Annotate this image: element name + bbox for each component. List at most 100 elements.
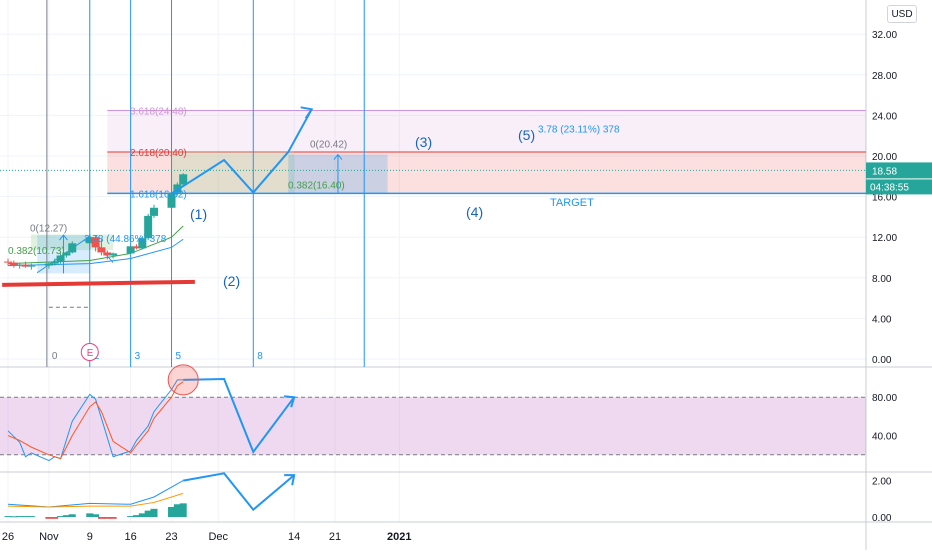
macd-tick-label: 2.00 bbox=[872, 477, 892, 488]
macd-histogram-bar bbox=[62, 515, 70, 517]
candle-body bbox=[62, 252, 71, 256]
price-tick-label: 28.00 bbox=[872, 71, 897, 82]
elliott-wave-projection bbox=[170, 108, 313, 195]
price-tick-label: 12.00 bbox=[872, 233, 897, 244]
time-marker-label: 5 bbox=[176, 351, 182, 362]
candle bbox=[15, 262, 24, 269]
macd-histogram-bar bbox=[179, 503, 187, 517]
support-line bbox=[2, 279, 195, 287]
macd-histogram-bar bbox=[4, 516, 12, 518]
price-tick-label: 24.00 bbox=[872, 111, 897, 122]
candle bbox=[50, 258, 59, 266]
oscillator-tick-label: 80.00 bbox=[872, 393, 897, 404]
candle-body bbox=[21, 264, 30, 267]
fib-label: 1.618(16.32) bbox=[130, 189, 187, 200]
time-tick-label: 16 bbox=[125, 531, 137, 543]
currency-button[interactable]: USD bbox=[887, 5, 917, 23]
fib-label: 0(12.27) bbox=[30, 223, 67, 234]
price-tick-label: 32.00 bbox=[872, 30, 897, 41]
candle-body bbox=[56, 255, 65, 262]
fib-label: 2.618(20.40) bbox=[130, 148, 187, 159]
event-marker-label: E bbox=[87, 348, 94, 359]
candles bbox=[4, 173, 188, 270]
macd-histogram-bar bbox=[68, 514, 76, 517]
macd-histogram-bar bbox=[16, 516, 24, 518]
candle-body bbox=[9, 262, 18, 266]
candle-body bbox=[68, 243, 77, 253]
macd-histogram-bar bbox=[144, 510, 152, 517]
price-tick-label: 4.00 bbox=[872, 314, 892, 325]
oscillator-tick-label: 40.00 bbox=[872, 432, 897, 443]
target-label: TARGET bbox=[550, 197, 594, 209]
candle bbox=[103, 250, 112, 260]
candle bbox=[56, 253, 65, 264]
macd-histogram-bar bbox=[109, 517, 117, 519]
candle bbox=[44, 261, 53, 269]
candle-body bbox=[109, 253, 118, 256]
wave-label: (2) bbox=[223, 273, 240, 289]
macd-histogram-bar bbox=[168, 506, 176, 517]
candle-body bbox=[173, 184, 182, 193]
candle bbox=[109, 252, 118, 259]
candle bbox=[68, 241, 77, 254]
macd-signal-line bbox=[7, 492, 184, 508]
candle bbox=[150, 204, 158, 218]
candle bbox=[179, 173, 188, 187]
time-marker-label: 8 bbox=[257, 351, 263, 362]
retracement-box bbox=[171, 151, 295, 193]
oscillator-line bbox=[7, 381, 184, 460]
current-price-label: 18.58 bbox=[872, 166, 897, 177]
candle-body bbox=[44, 263, 53, 266]
candle-body bbox=[138, 238, 147, 249]
candle-body bbox=[150, 207, 158, 216]
projection-arrow-head bbox=[300, 106, 314, 119]
fib-label: 0(20.42) bbox=[310, 140, 347, 151]
macd-tick-label: 0.00 bbox=[872, 513, 892, 524]
countdown-tag bbox=[866, 179, 932, 195]
time-tick-label: 21 bbox=[329, 531, 341, 543]
countdown-label: 04:38:55 bbox=[870, 182, 909, 193]
oscillator-band bbox=[0, 397, 866, 455]
macd-histogram-bar bbox=[97, 517, 105, 519]
fib-label: 0.382(16.40) bbox=[288, 181, 345, 192]
time-tick-label: Nov bbox=[39, 531, 59, 543]
macd-histogram-bar bbox=[132, 515, 140, 517]
range-arrow-head bbox=[59, 234, 68, 241]
macd-histogram-bar bbox=[150, 508, 158, 517]
price-range-label: 3.78 (44.86%) 378 bbox=[84, 234, 167, 245]
candle-body bbox=[132, 246, 141, 249]
macd-histogram-bar bbox=[127, 516, 135, 518]
time-marker-label: 3 bbox=[135, 351, 141, 362]
candle-body bbox=[144, 215, 153, 239]
candle-body bbox=[50, 261, 59, 264]
candle bbox=[144, 213, 153, 241]
event-marker bbox=[80, 343, 99, 361]
time-tick-label: Dec bbox=[208, 531, 228, 543]
wave-label: (4) bbox=[466, 204, 483, 220]
time-tick-label: 26 bbox=[2, 531, 14, 543]
candle bbox=[132, 244, 141, 250]
candle-body bbox=[4, 261, 12, 263]
candle bbox=[126, 245, 135, 255]
macd-histogram-bar bbox=[45, 517, 53, 519]
macd-histogram-bar bbox=[138, 513, 146, 517]
candle-body bbox=[91, 237, 100, 248]
range-arrow-head bbox=[333, 153, 343, 160]
wave-label: (5) bbox=[518, 127, 535, 143]
candle bbox=[27, 263, 36, 270]
candle bbox=[138, 236, 147, 250]
candle-body bbox=[126, 246, 135, 254]
wave-label: (1) bbox=[190, 206, 207, 222]
candle bbox=[167, 190, 176, 210]
candle bbox=[62, 251, 71, 258]
time-tick-label: 2021 bbox=[387, 531, 411, 543]
projection-arrow-head bbox=[284, 474, 296, 486]
candle-body bbox=[179, 174, 188, 185]
oscillator-line bbox=[7, 379, 184, 462]
price-tick-label: 0.00 bbox=[872, 355, 892, 366]
price-tick-label: 16.00 bbox=[872, 193, 897, 204]
candle bbox=[97, 239, 106, 256]
